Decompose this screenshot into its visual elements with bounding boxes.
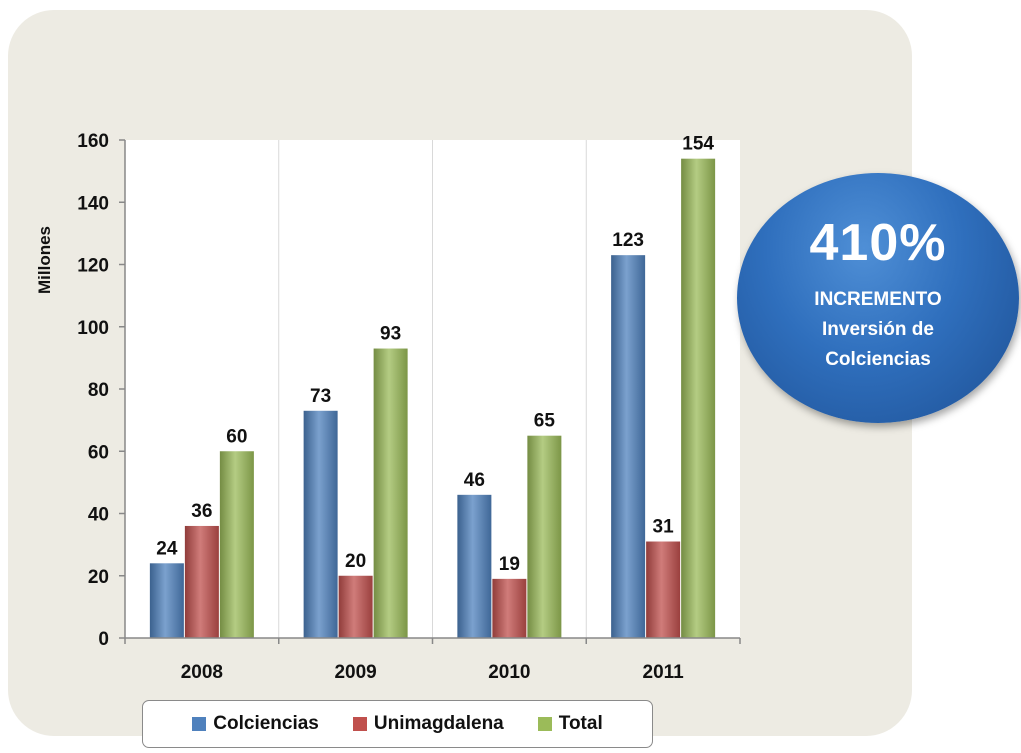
data-label-colciencias-2010: 46: [464, 470, 485, 491]
bar-total-2009: [373, 348, 408, 638]
y-tick-label-0: 0: [98, 629, 109, 650]
bar-total-2010: [527, 435, 562, 638]
x-tick-label-2009: 2009: [334, 662, 376, 683]
legend-item-unimagdalena: Unimagdalena: [352, 713, 504, 735]
badge-line-1: INCREMENTO: [814, 289, 942, 310]
y-tick-label-100: 100: [77, 318, 109, 339]
y-axis-title: Millones: [35, 226, 54, 294]
x-tick-label-2011: 2011: [643, 662, 685, 683]
legend-swatch-unimagdalena: [352, 717, 367, 731]
data-label-total-2011: 154: [682, 134, 714, 155]
y-tick-label-60: 60: [88, 442, 109, 463]
y-tick-label-40: 40: [88, 505, 109, 526]
y-tick-label-80: 80: [88, 380, 109, 401]
y-tick-label-160: 160: [77, 131, 109, 152]
data-label-unimagdalena-2011: 31: [653, 517, 675, 538]
bar-colciencias-2009: [303, 410, 338, 638]
bar-colciencias-2011: [611, 255, 646, 638]
bar-colciencias-2010: [457, 494, 492, 638]
bar-total-2008: [219, 451, 254, 638]
data-label-colciencias-2009: 73: [310, 386, 331, 407]
data-label-colciencias-2011: 123: [612, 230, 644, 251]
bar-total-2011: [681, 158, 716, 639]
badge-line-3: Colciencias: [825, 349, 931, 370]
badge-percent: 410%: [809, 214, 947, 272]
legend-swatch-total: [537, 717, 552, 731]
data-label-total-2010: 65: [534, 411, 556, 432]
data-label-total-2008: 60: [226, 426, 247, 447]
bar-unimagdalena-2009: [338, 575, 373, 638]
legend-item-colciencias: Colciencias: [192, 713, 319, 735]
data-label-colciencias-2008: 24: [156, 538, 178, 559]
data-label-total-2009: 93: [380, 324, 401, 345]
bar-colciencias-2008: [149, 563, 184, 638]
legend-item-total: Total: [537, 713, 603, 735]
chart-legend: Colciencias Unimagdalena Total: [142, 700, 653, 748]
y-tick-label-120: 120: [77, 256, 109, 277]
data-label-unimagdalena-2010: 19: [499, 554, 520, 575]
x-tick-label-2010: 2010: [488, 662, 530, 683]
badge-line-2: Inversión de: [822, 319, 934, 340]
bar-unimagdalena-2011: [646, 541, 681, 638]
legend-label-total: Total: [558, 713, 603, 734]
x-tick-label-2008: 2008: [181, 662, 223, 683]
data-label-unimagdalena-2008: 36: [191, 501, 212, 522]
bar-unimagdalena-2008: [184, 525, 219, 638]
data-label-unimagdalena-2009: 20: [345, 551, 366, 572]
legend-swatch-colciencias: [192, 717, 207, 731]
legend-label-colciencias: Colciencias: [213, 713, 319, 734]
legend-label-unimagdalena: Unimagdalena: [373, 713, 504, 734]
bar-unimagdalena-2010: [492, 578, 527, 638]
y-tick-label-20: 20: [88, 567, 109, 588]
increment-badge: 410% INCREMENTO Inversión de Colciencias: [737, 173, 1019, 423]
y-tick-label-140: 140: [77, 193, 109, 214]
